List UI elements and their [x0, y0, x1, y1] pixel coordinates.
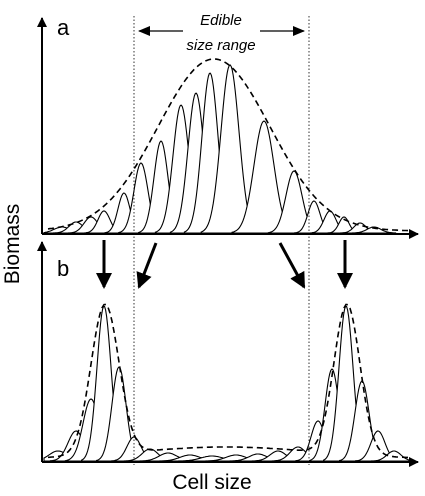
edible-range-label-line2: size range — [186, 37, 255, 54]
panel-b-total-biomass-envelope — [47, 303, 408, 459]
panel-b-label: b — [57, 256, 69, 281]
panel-a-species-curve — [351, 226, 397, 234]
panel-a-species-curves — [43, 64, 397, 234]
edible-range-label-line1: Edible — [200, 12, 242, 29]
arrow-edible-to-large — [278, 242, 306, 289]
y-axis-label: Biomass — [1, 204, 24, 285]
panel-a-label: a — [57, 15, 70, 40]
panel-b-species-curves — [43, 305, 413, 462]
arrow-edible-to-small — [136, 242, 158, 289]
panel-b-species-curve — [371, 450, 413, 462]
x-axis-label: Cell size — [172, 471, 251, 494]
panel-a-total-biomass-envelope — [47, 58, 409, 232]
